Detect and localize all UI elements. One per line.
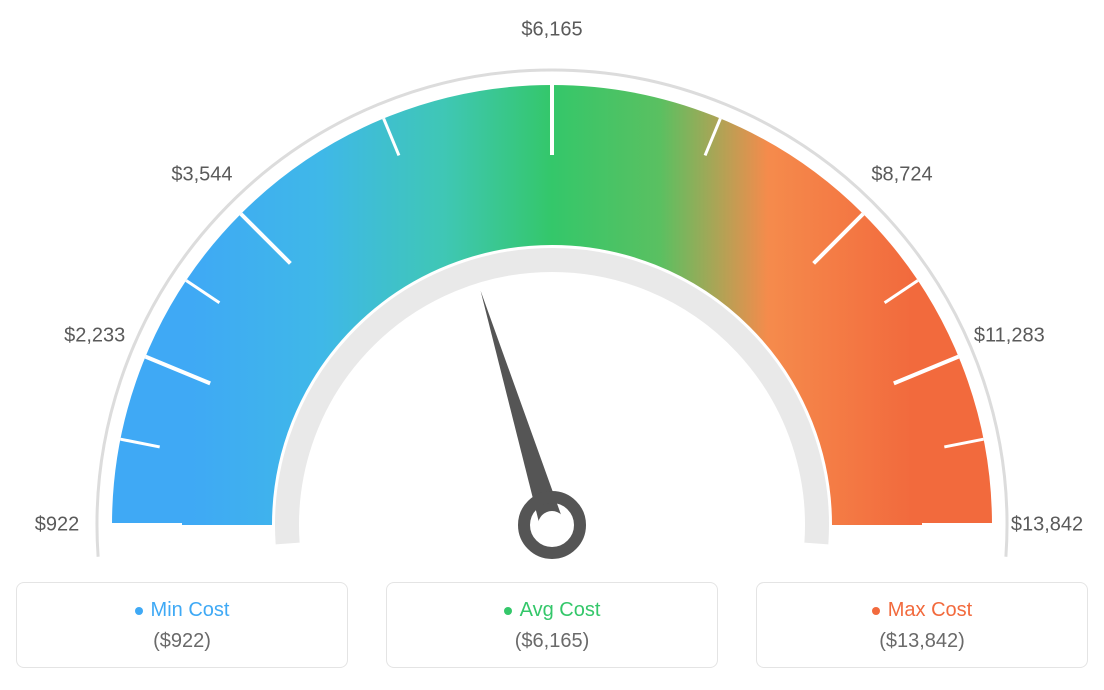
legend-value-min: ($922) [27,630,337,653]
legend-title-max: Max Cost [888,599,972,622]
scale-label: $11,283 [974,324,1045,347]
legend-row: Min Cost ($922) Avg Cost ($6,165) Max Co… [0,582,1104,668]
legend-title-avg: Avg Cost [520,599,601,622]
scale-label: $2,233 [64,324,125,347]
scale-label: $6,165 [521,19,582,42]
scale-label: $3,544 [171,163,232,186]
legend-card-max: Max Cost ($13,842) [756,582,1088,668]
gauge-svg [0,0,1104,560]
legend-value-max: ($13,842) [767,630,1077,653]
scale-label: $922 [35,514,80,537]
legend-card-min: Min Cost ($922) [16,582,348,668]
legend-dot-avg [504,607,512,615]
legend-card-avg: Avg Cost ($6,165) [386,582,718,668]
legend-title-min: Min Cost [151,599,230,622]
legend-value-avg: ($6,165) [397,630,707,653]
scale-label: $8,724 [871,163,932,186]
cost-gauge-chart: $922 $2,233 $3,544 $6,165 $8,724 $11,283 $13,8… [0,0,1104,690]
legend-dot-min [135,607,143,615]
legend-dot-max [872,607,880,615]
scale-label: $13,842 [1011,514,1083,537]
